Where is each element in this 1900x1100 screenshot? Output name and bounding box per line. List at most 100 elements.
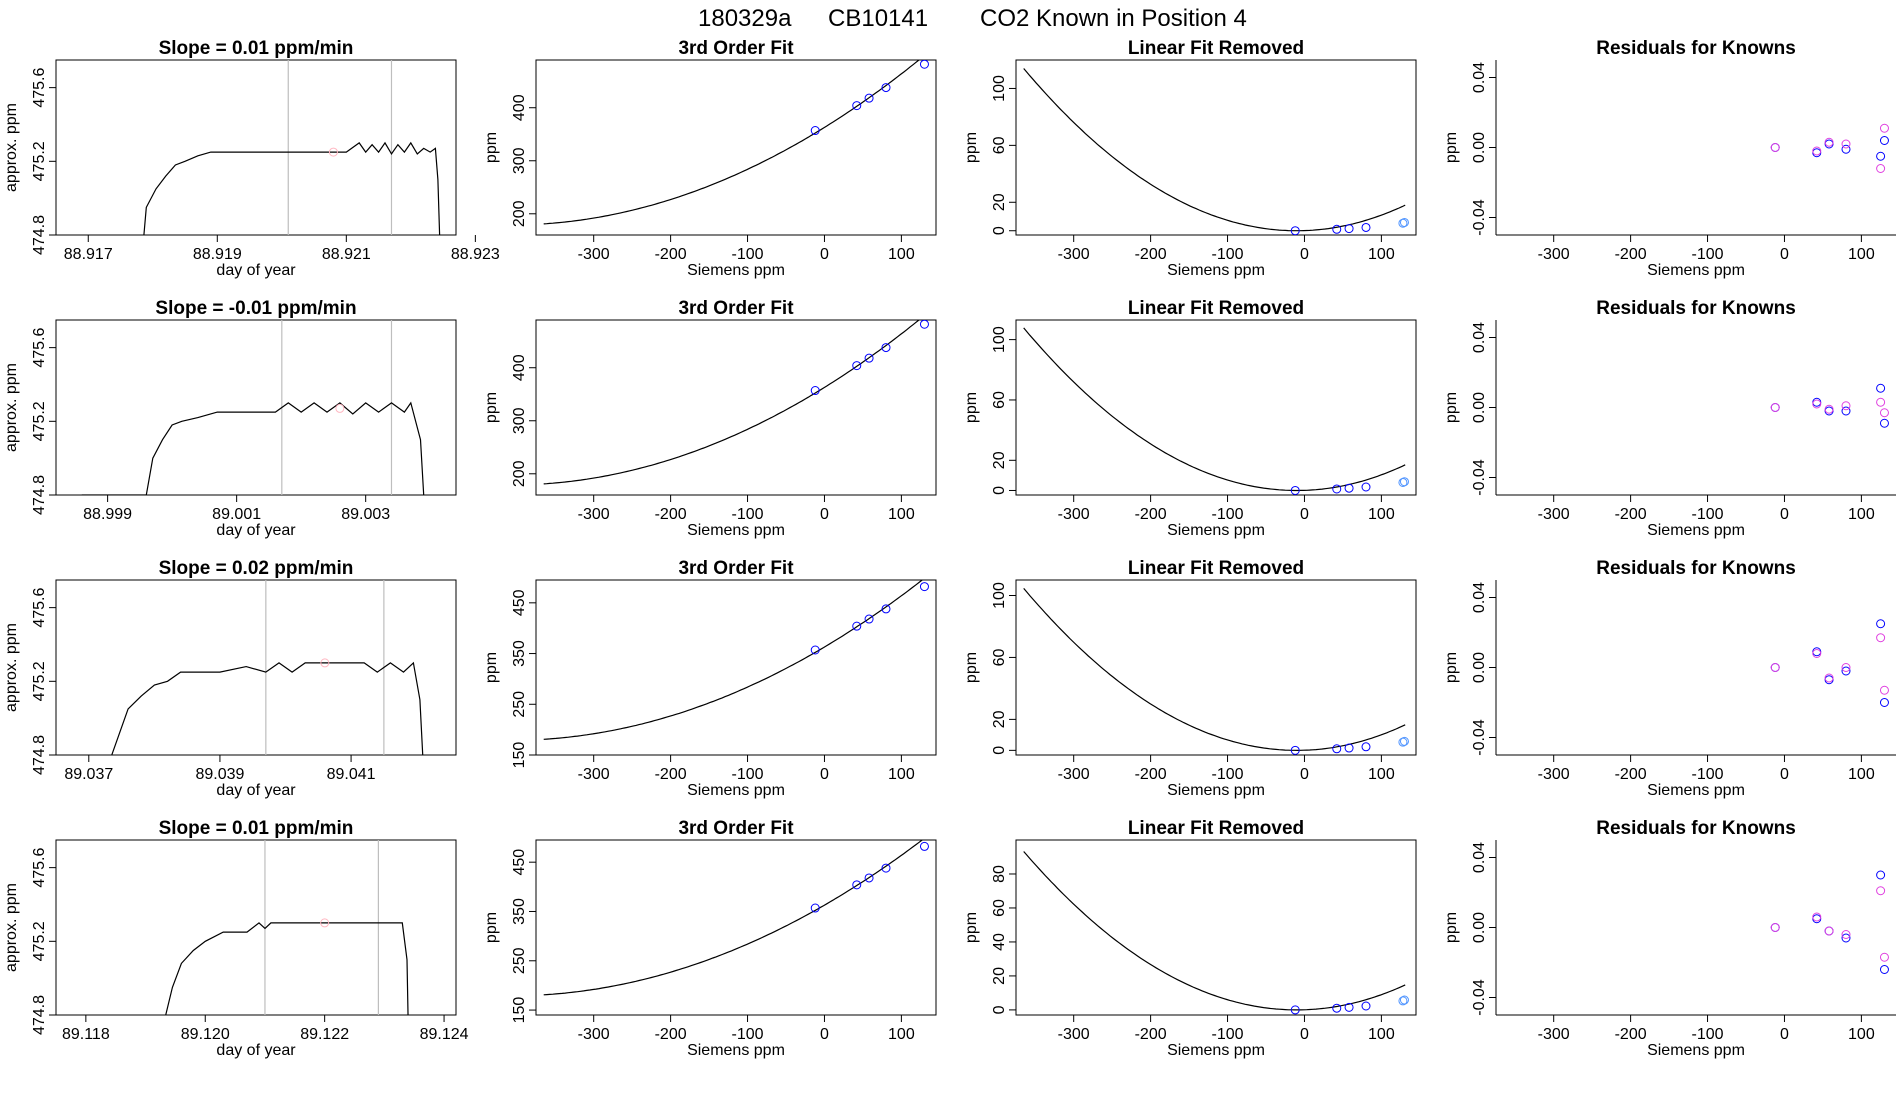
x-axis-label: Siemens ppm xyxy=(1647,262,1745,279)
fit-curve xyxy=(1023,327,1406,492)
x-tick-label: -200 xyxy=(1135,766,1167,783)
data-point xyxy=(881,83,891,93)
trace-line xyxy=(111,661,424,755)
y-tick-label: 250 xyxy=(511,691,528,718)
x-tick-label: 100 xyxy=(1368,766,1395,783)
data-point xyxy=(1399,217,1409,227)
panel-r3-c2: 3rd Order Fit -300 -200 -100 0 100 Siemens ppm… xyxy=(483,558,937,799)
x-tick-label: 100 xyxy=(1848,1026,1875,1043)
y-tick-label: 20 xyxy=(991,710,1008,728)
y-tick-label: 474.8 xyxy=(31,735,48,775)
panel-title: Linear Fit Removed xyxy=(1128,298,1304,319)
y-axis-label: ppm xyxy=(1443,652,1460,683)
data-point xyxy=(1332,224,1342,234)
x-axis-label: day of year xyxy=(216,522,296,539)
plot-area xyxy=(1023,851,1409,1015)
panel-r1-c4: Residuals for Knowns -300 -200 -100 0 100 Siem… xyxy=(1443,38,1896,279)
x-axis-label: Siemens ppm xyxy=(687,522,785,539)
y-tick-label: 0.04 xyxy=(1471,582,1488,613)
plot-area xyxy=(1770,383,1889,428)
mean-marker xyxy=(335,403,345,413)
y-tick-label: 300 xyxy=(511,407,528,434)
y-axis-label: approx. ppm xyxy=(3,103,20,192)
x-tick-label: -200 xyxy=(655,506,687,523)
data-point xyxy=(1399,995,1409,1005)
data-point xyxy=(852,621,862,631)
residual-point xyxy=(1876,633,1886,643)
x-tick-label: -100 xyxy=(732,1026,764,1043)
data-point xyxy=(919,582,929,592)
residual-point xyxy=(1876,870,1886,880)
figure-title-date: 180329a xyxy=(698,5,792,32)
y-tick-label: 475.6 xyxy=(31,848,48,888)
residual-point xyxy=(1841,930,1851,939)
y-tick-label: 0.04 xyxy=(1471,322,1488,353)
plot-frame xyxy=(535,59,937,236)
data-point xyxy=(864,873,874,883)
panel-title: Slope = 0.01 ppm/min xyxy=(159,38,354,59)
data-point xyxy=(1399,477,1409,487)
panel-r3-c4: Residuals for Knowns -300 -200 -100 0 100 Siem… xyxy=(1443,558,1896,799)
x-axis-label: day of year xyxy=(216,782,296,799)
fit-curve xyxy=(1023,588,1406,752)
residual-point xyxy=(1770,663,1780,672)
x-tick-label: 89.120 xyxy=(181,1026,230,1043)
data-point xyxy=(1361,1001,1371,1011)
residual-point xyxy=(1879,698,1889,707)
x-axis-label: Siemens ppm xyxy=(687,782,785,799)
data-point xyxy=(919,320,929,329)
x-axis-label: day of year xyxy=(216,262,296,279)
panel-title: Slope = -0.01 ppm/min xyxy=(155,298,356,319)
x-tick-label: 0 xyxy=(820,506,829,523)
x-tick-label: 0 xyxy=(1780,1026,1789,1043)
x-tick-label: 0 xyxy=(820,246,829,263)
x-tick-label: -300 xyxy=(1058,246,1090,263)
residual-point xyxy=(1841,933,1851,943)
x-tick-label: 100 xyxy=(1848,246,1875,263)
x-tick-label: 100 xyxy=(888,1026,915,1043)
x-axis-label: Siemens ppm xyxy=(1167,1042,1265,1059)
x-tick-label: -200 xyxy=(1135,1026,1167,1043)
data-point xyxy=(1290,1005,1300,1015)
residual-point xyxy=(1770,143,1780,152)
x-axis-label: Siemens ppm xyxy=(1167,782,1265,799)
x-tick-label: -100 xyxy=(732,246,764,263)
y-tick-label: 150 xyxy=(511,742,528,769)
residual-point xyxy=(1841,139,1851,149)
data-point xyxy=(810,126,820,136)
panel-r1-c2: 3rd Order Fit -300 -200 -100 0 100 Siemens ppm… xyxy=(483,38,937,279)
fit-curve xyxy=(1023,851,1406,1011)
y-axis-label: ppm xyxy=(483,652,500,683)
data-point xyxy=(864,93,874,103)
data-point xyxy=(1290,226,1300,235)
data-point xyxy=(1332,1003,1342,1013)
panel-title: Residuals for Knowns xyxy=(1596,38,1796,59)
data-point xyxy=(881,863,891,873)
panel-title: Residuals for Knowns xyxy=(1596,558,1796,579)
x-tick-label: 0 xyxy=(1300,506,1309,523)
y-axis-label: ppm xyxy=(963,912,980,943)
x-tick-label: 89.118 xyxy=(62,1026,110,1043)
y-axis-label: approx. ppm xyxy=(3,363,20,452)
residual-point xyxy=(1841,144,1851,154)
data-point xyxy=(1361,222,1371,232)
x-axis-label: Siemens ppm xyxy=(1167,522,1265,539)
y-tick-label: 40 xyxy=(991,933,1008,951)
y-tick-label: 350 xyxy=(511,640,528,667)
y-tick-label: 350 xyxy=(511,898,528,925)
x-tick-label: 89.001 xyxy=(212,506,261,523)
x-tick-label: -200 xyxy=(1135,246,1167,263)
x-tick-label: -300 xyxy=(1058,1026,1090,1043)
y-axis-label: ppm xyxy=(483,132,500,163)
data-point xyxy=(1332,484,1342,494)
x-tick-label: -200 xyxy=(1135,506,1167,523)
y-tick-label: 60 xyxy=(991,899,1008,917)
panel-r4-c2: 3rd Order Fit -300 -200 -100 0 100 Siemens ppm… xyxy=(483,818,937,1059)
residual-point xyxy=(1879,965,1889,974)
y-tick-label: 475.2 xyxy=(31,661,48,701)
y-tick-label: 0.00 xyxy=(1471,912,1488,943)
x-axis-label: Siemens ppm xyxy=(687,262,785,279)
x-tick-label: 100 xyxy=(1848,506,1875,523)
data-point xyxy=(881,604,891,614)
